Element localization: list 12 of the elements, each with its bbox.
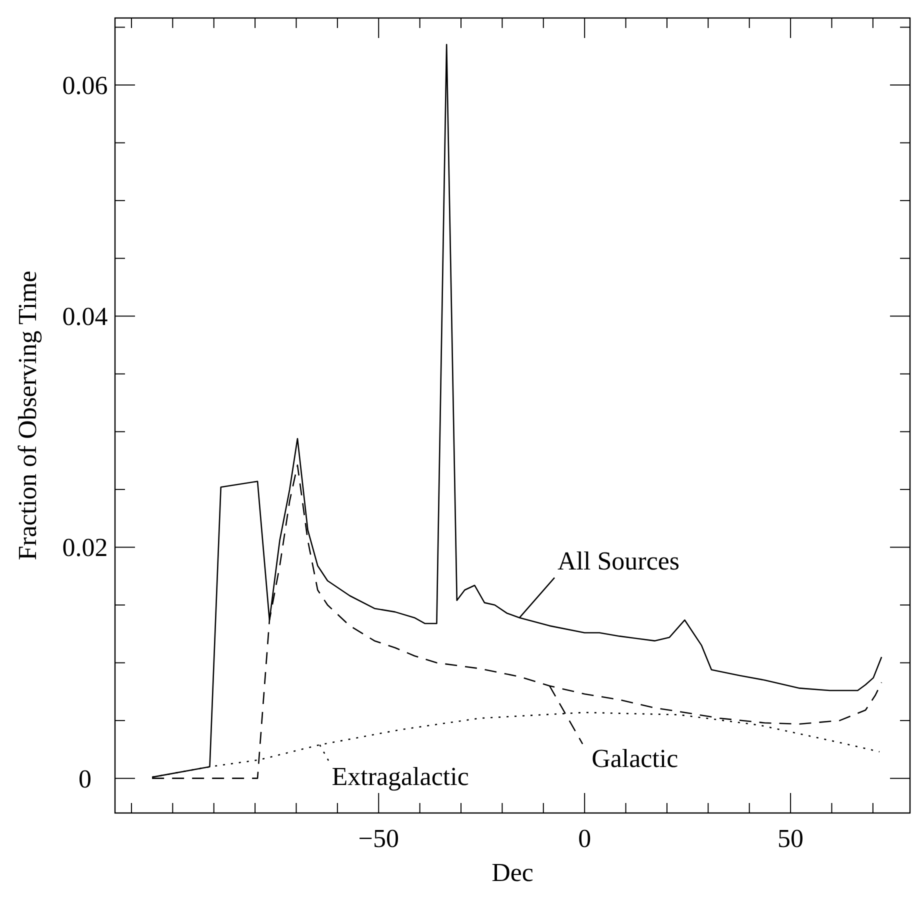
y-tick-label: 0.06 (62, 71, 108, 100)
x-tick-label: 0 (578, 824, 592, 853)
y-tick-label: 0 (78, 764, 92, 794)
x-tick-label: −50 (358, 824, 399, 853)
legend-label: Galactic (592, 744, 678, 773)
x-axis-title: Dec (492, 858, 534, 887)
y-axis-title: Fraction of Observing Time (13, 270, 42, 560)
y-tick-label: 0.04 (62, 302, 108, 332)
x-tick-label: 50 (778, 824, 804, 853)
y-tick-label: 0.02 (62, 533, 108, 562)
series-label: All Sources (558, 546, 680, 576)
legend-label: Extragalactic (332, 762, 469, 791)
